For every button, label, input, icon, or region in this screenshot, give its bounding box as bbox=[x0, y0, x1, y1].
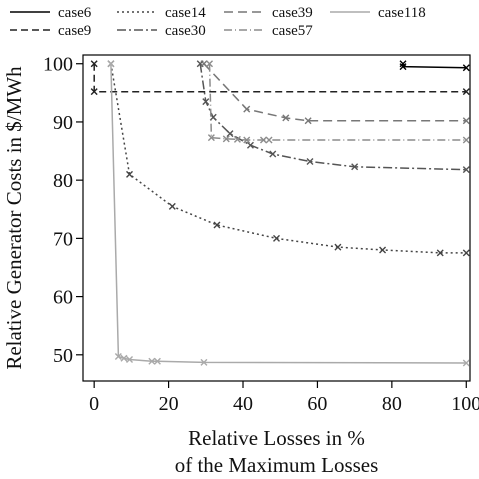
data-point-marker bbox=[90, 60, 98, 68]
data-point-marker bbox=[90, 88, 98, 96]
y-tick-label: 100 bbox=[43, 54, 73, 76]
data-point-marker bbox=[126, 170, 134, 178]
x-tick-label: 100 bbox=[451, 393, 479, 415]
data-point-marker bbox=[462, 166, 470, 174]
legend-item-case118: case118 bbox=[330, 5, 426, 21]
data-point-marker bbox=[462, 117, 470, 125]
series-case6 bbox=[399, 60, 470, 72]
legend-label: case6 bbox=[58, 5, 92, 21]
x-tick-label: 40 bbox=[233, 393, 253, 415]
data-point-marker bbox=[206, 60, 214, 68]
legend-label: case9 bbox=[58, 23, 91, 39]
legend-item-case30: case30 bbox=[117, 23, 206, 39]
data-point-marker bbox=[126, 355, 134, 363]
x-axis: 0 20 40 60 80 100 bbox=[89, 381, 479, 415]
data-point-marker bbox=[399, 63, 407, 71]
series-line-case30 bbox=[199, 63, 467, 171]
data-point-marker bbox=[399, 60, 407, 68]
legend-item-case14: case14 bbox=[117, 5, 206, 21]
series-line-case6 bbox=[402, 63, 467, 69]
plot-frame bbox=[82, 54, 471, 382]
data-point-marker bbox=[222, 135, 230, 143]
x-axis-title-line-1: Relative Losses in % bbox=[188, 426, 365, 450]
data-point-marker bbox=[233, 135, 241, 143]
x-tick-label: 80 bbox=[382, 393, 402, 415]
data-point-marker bbox=[436, 249, 444, 257]
y-tick-label: 60 bbox=[53, 287, 73, 309]
data-point-marker bbox=[269, 150, 277, 158]
series-case30 bbox=[196, 60, 470, 174]
data-point-marker bbox=[304, 117, 312, 125]
data-point-marker bbox=[243, 105, 251, 113]
legend-item-case57: case57 bbox=[224, 23, 313, 39]
y-tick-label: 50 bbox=[53, 345, 73, 367]
series-line-case118 bbox=[110, 63, 467, 364]
legend-item-case39: case39 bbox=[224, 5, 313, 21]
data-point-marker bbox=[265, 136, 273, 144]
series-case118 bbox=[107, 60, 470, 367]
data-point-marker bbox=[153, 357, 161, 365]
legend-label: case14 bbox=[165, 5, 206, 21]
data-point-marker bbox=[207, 134, 215, 142]
y-tick-label: 90 bbox=[53, 112, 73, 134]
series-line-case57 bbox=[208, 63, 467, 141]
data-point-marker bbox=[120, 354, 128, 362]
data-point-marker bbox=[379, 246, 387, 254]
data-point-marker bbox=[462, 249, 470, 257]
legend-label: case118 bbox=[378, 5, 426, 21]
data-point-marker bbox=[462, 88, 470, 96]
y-axis: 50 60 70 80 90 100 bbox=[43, 54, 83, 367]
data-point-marker bbox=[282, 114, 290, 122]
legend-label: case39 bbox=[272, 5, 313, 21]
data-point-marker bbox=[351, 163, 359, 171]
data-point-marker bbox=[148, 357, 156, 365]
data-point-marker bbox=[462, 64, 470, 72]
legend: case6 case9 case14 case30 case39 case57 case11… bbox=[10, 5, 426, 39]
data-point-marker bbox=[334, 243, 342, 251]
x-tick-label: 20 bbox=[159, 393, 179, 415]
series-case14 bbox=[107, 60, 470, 257]
data-point-marker bbox=[306, 158, 314, 166]
x-tick-label: 60 bbox=[307, 393, 327, 415]
data-point-marker bbox=[200, 358, 208, 366]
data-point-marker bbox=[168, 202, 176, 210]
data-point-marker bbox=[213, 221, 221, 229]
data-point-marker bbox=[107, 60, 115, 68]
y-axis-title: Relative Generator Costs in $/MWh bbox=[2, 66, 26, 370]
series-group bbox=[90, 60, 470, 367]
series-case9 bbox=[90, 60, 470, 96]
series-case39 bbox=[200, 60, 470, 125]
data-point-marker bbox=[243, 136, 251, 144]
x-axis-title-line-2: of the Maximum Losses bbox=[175, 453, 379, 477]
legend-label: case57 bbox=[272, 23, 313, 39]
data-point-marker bbox=[226, 130, 234, 138]
series-case57 bbox=[206, 60, 470, 144]
legend-item-case6: case6 bbox=[10, 5, 92, 21]
data-point-marker bbox=[462, 359, 470, 367]
data-point-marker bbox=[202, 98, 210, 106]
legend-item-case9: case9 bbox=[10, 23, 91, 39]
data-point-marker bbox=[462, 136, 470, 144]
legend-label: case30 bbox=[165, 23, 206, 39]
x-tick-label: 0 bbox=[89, 393, 99, 415]
y-tick-label: 70 bbox=[53, 228, 73, 250]
data-point-marker bbox=[273, 234, 280, 242]
series-line-case9 bbox=[93, 63, 467, 93]
data-point-marker bbox=[259, 136, 267, 144]
y-tick-label: 80 bbox=[53, 170, 73, 192]
data-point-marker bbox=[246, 141, 254, 149]
data-point-marker bbox=[200, 60, 208, 68]
data-point-marker bbox=[114, 353, 122, 361]
